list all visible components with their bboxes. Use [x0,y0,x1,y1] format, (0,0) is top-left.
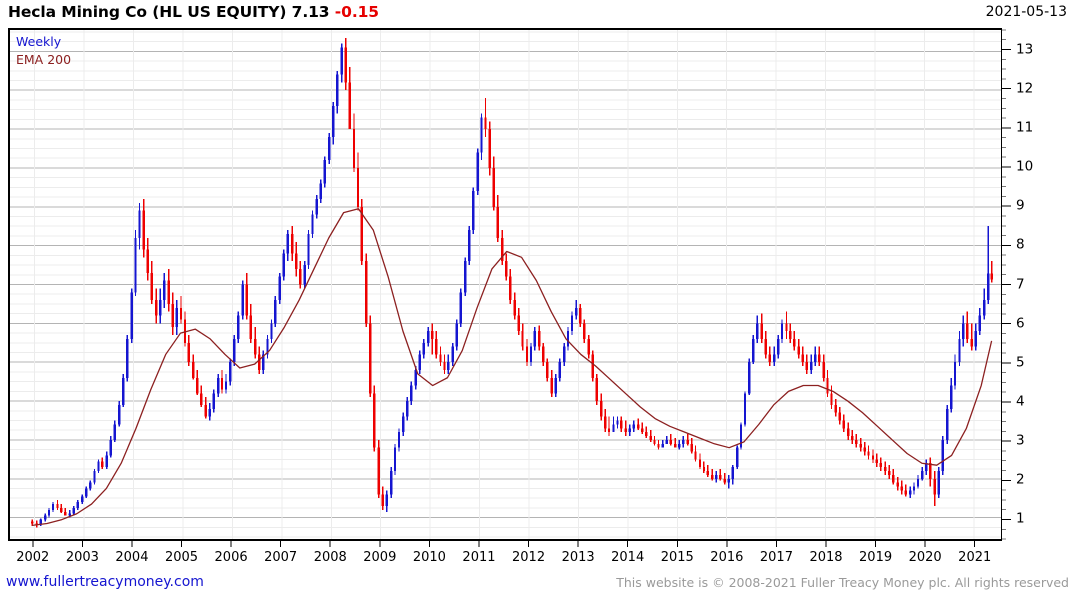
y-axis-label: 10 [1016,158,1034,175]
y-axis-label: 4 [1016,393,1025,410]
y-axis-label: 9 [1016,197,1025,214]
x-axis-label: 2012 [512,550,546,565]
price-change: -0.15 [334,3,379,21]
instrument-title: Hecla Mining Co (HL US EQUITY) 7.13 [8,3,330,21]
x-axis-label: 2021 [958,550,992,565]
y-axis-label: 5 [1016,354,1025,371]
legend-ema-200: EMA 200 [16,52,72,67]
chart-footer: www.fullertreacymoney.com This website i… [0,572,1075,598]
x-axis-label: 2006 [214,550,248,565]
x-axis-label: 2020 [908,550,942,565]
grid-lines [10,30,1001,539]
y-axis-label: 8 [1016,236,1025,253]
y-axis-label: 1 [1016,510,1025,527]
site-link[interactable]: www.fullertreacymoney.com [6,574,204,590]
x-axis-label: 2005 [164,550,199,565]
x-axis-label: 2004 [115,550,149,565]
x-axis-ticks [32,541,976,547]
x-axis-label: 2014 [611,550,645,565]
x-axis-label: 2002 [16,550,50,565]
y-axis-label: 13 [1016,40,1034,57]
x-axis-label: 2009 [363,550,397,565]
x-axis-label: 2010 [412,550,446,565]
x-axis-label: 2015 [660,550,694,565]
y-axis-ticks [1002,29,1011,540]
x-axis: 2002 2003 2004 2005 2006 2007 2008 2009 2010 2011… [8,541,1075,567]
x-axis-label: 2018 [809,550,843,565]
x-axis-label: 2019 [859,550,893,565]
y-axis-label: 7 [1016,275,1025,292]
price-series [31,37,993,528]
y-axis-label: 3 [1016,432,1025,449]
x-axis-label: 2013 [561,550,595,565]
x-axis-label: 2007 [264,550,298,565]
y-axis-label: 6 [1016,314,1025,331]
y-axis-label: 11 [1016,119,1034,136]
plot-area[interactable]: Weekly EMA 200 [8,28,1002,541]
page-title: Hecla Mining Co (HL US EQUITY) 7.13 -0.1… [8,3,379,21]
chart-header: Hecla Mining Co (HL US EQUITY) 7.13 -0.1… [0,0,1075,28]
x-axis-label: 2008 [313,550,347,565]
y-axis: 1 2 3 4 5 6 7 8 9 10 11 12 13 [1002,28,1075,541]
as-of-date: 2021-05-13 [985,4,1067,20]
y-axis-label: 2 [1016,471,1025,488]
x-axis-label: 2003 [65,550,99,565]
legend-interval: Weekly [16,34,62,49]
x-axis-label: 2011 [462,550,496,565]
x-axis-label: 2017 [759,550,793,565]
x-axis-label: 2016 [710,550,744,565]
y-axis-label: 12 [1016,79,1034,96]
copyright-text: This website is © 2008-2021 Fuller Treac… [616,575,1069,590]
